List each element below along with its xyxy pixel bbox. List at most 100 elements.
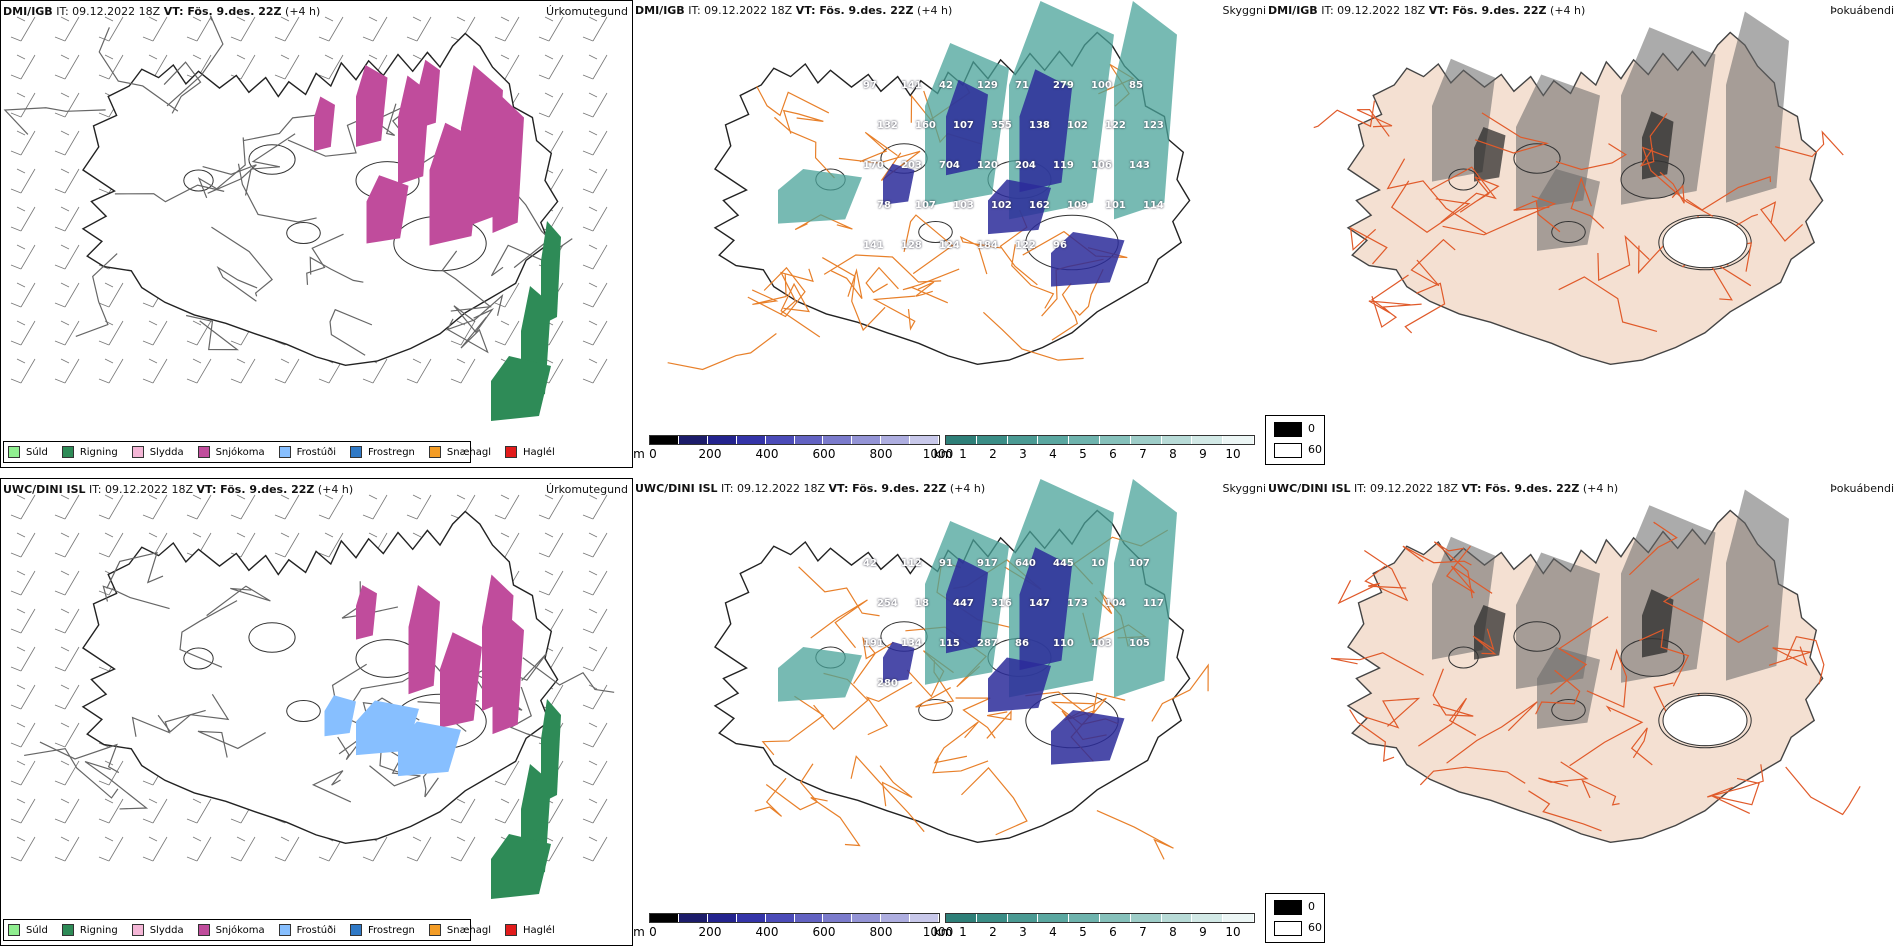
legend-label: Frostregn (368, 446, 415, 458)
legend-label: Súld (26, 924, 48, 936)
visibility-tick: 7 (1139, 925, 1147, 939)
visibility-value: 124 (939, 240, 960, 251)
vt-label: VT: Fös. 9.des. 22Z (1461, 482, 1580, 495)
visibility-value: 160 (915, 120, 936, 131)
legend-item: Rigning (61, 924, 118, 936)
visibility-value: 280 (877, 678, 898, 689)
visibility-title: Skyggni (1222, 482, 1266, 495)
model-name: DMI/IGB (3, 5, 53, 18)
height-tick: 600 (812, 447, 836, 461)
visibility-panel: UWC/DINI ISL IT: 09.12.2022 18Z VT: Fös.… (633, 478, 1266, 946)
visibility-value: 141 (863, 240, 884, 251)
height-tick: 200 (698, 447, 722, 461)
visibility-tick: 6 (1109, 925, 1117, 939)
height-tick: 1000 (922, 925, 954, 939)
visibility-value: 105 (1129, 638, 1150, 649)
panel-header: DMI/IGB IT: 09.12.2022 18Z VT: Fös. 9.de… (1268, 4, 1585, 17)
fog-key-white-label: 60 (1308, 921, 1322, 934)
legend-label: Rigning (79, 446, 118, 458)
height-tick: 400 (755, 447, 779, 461)
visibility-value: 115 (939, 638, 960, 649)
visibility-colorbar: km 1 2 3 4 5 6 7 8 9 10 (934, 435, 1255, 465)
precip-type-panel: UWC/DINI ISL IT: 09.12.2022 18Z VT: Fös.… (0, 478, 633, 946)
precip-title: Úrkomutegund (546, 483, 628, 496)
visibility-value: 85 (1129, 80, 1143, 91)
visibility-value: 254 (877, 598, 898, 609)
visibility-value: 316 (991, 598, 1012, 609)
iceland-outline (3, 15, 573, 367)
fog-key: 0 60 (1265, 893, 1325, 943)
visibility-value: 107 (953, 120, 974, 131)
visibility-tick: 5 (1079, 925, 1087, 939)
height-unit: m (633, 447, 645, 461)
it-value: 09.12.2022 18Z (105, 483, 194, 496)
legend-swatch (61, 924, 74, 936)
precip-type-panel: DMI/IGB IT: 09.12.2022 18Z VT: Fös. 9.de… (0, 0, 633, 468)
legend-item: Frostúði (278, 924, 336, 936)
it-value: 09.12.2022 18Z (737, 482, 826, 495)
visibility-value: 104 (1105, 598, 1126, 609)
visibility-tick: 10 (1225, 925, 1241, 939)
height-tick: 400 (755, 925, 779, 939)
legend-label: Snæhagl (446, 446, 492, 458)
visibility-value: 103 (1091, 638, 1112, 649)
it-value: 09.12.2022 18Z (704, 4, 793, 17)
visibility-tick: 4 (1049, 925, 1057, 939)
forecast-row: DMI/IGB IT: 09.12.2022 18Z VT: Fös. 9.de… (0, 0, 1900, 470)
visibility-value: 640 (1015, 558, 1036, 569)
height-colorbar: m 0 200 400 600 800 1000 (633, 913, 953, 943)
legend-label: Haglél (523, 446, 555, 458)
legend-item: Slydda (131, 446, 184, 458)
fog-key-white-label: 60 (1308, 443, 1322, 456)
visibility-tick: 2 (989, 447, 997, 461)
visibility-unit: km (933, 925, 953, 939)
legend-swatch (131, 446, 144, 458)
visibility-tick: 3 (1019, 925, 1027, 939)
visibility-value: 122 (1105, 120, 1126, 131)
visibility-unit: km (933, 447, 953, 461)
visibility-colorbar: km 1 2 3 4 5 6 7 8 9 10 (934, 913, 1255, 943)
visibility-tick: 5 (1079, 447, 1087, 461)
visibility-value: 129 (977, 80, 998, 91)
visibility-value: 106 (1091, 160, 1112, 171)
visibility-colorbar-strip (945, 913, 1255, 923)
lead-time: (+4 h) (917, 4, 953, 17)
visibility-tick: 1 (959, 925, 967, 939)
visibility-value: 170 (863, 160, 884, 171)
legend-item: Snjókoma (197, 924, 265, 936)
panel-header: UWC/DINI ISL IT: 09.12.2022 18Z VT: Fös.… (635, 482, 985, 495)
visibility-value: 191 (863, 638, 884, 649)
fog-index-panel: DMI/IGB IT: 09.12.2022 18Z VT: Fös. 9.de… (1266, 0, 1900, 468)
visibility-value: 107 (915, 200, 936, 211)
height-tick: 0 (649, 925, 657, 939)
it-label: IT: (89, 483, 102, 496)
visibility-value: 96 (1053, 240, 1067, 251)
it-label: IT: (56, 5, 69, 18)
iceland-outline (713, 479, 1209, 860)
visibility-tick: 4 (1049, 447, 1057, 461)
legend-swatch (197, 446, 210, 458)
model-name: UWC/DINI ISL (635, 482, 718, 495)
legend-label: Snjókoma (215, 924, 265, 936)
visibility-value: 78 (877, 200, 891, 211)
visibility-value: 279 (1053, 80, 1074, 91)
height-tick: 200 (698, 925, 722, 939)
legend-label: Slydda (149, 446, 184, 458)
visibility-value: 120 (977, 160, 998, 171)
lead-time: (+4 h) (1550, 4, 1586, 17)
it-label: IT: (1321, 4, 1334, 17)
height-colorbar-strip (649, 435, 940, 445)
fog-key-white-swatch (1274, 921, 1302, 936)
legend-item: Frostúði (278, 446, 336, 458)
visibility-value: 204 (1015, 160, 1036, 171)
visibility-tick: 8 (1169, 447, 1177, 461)
visibility-value: 128 (901, 240, 922, 251)
visibility-map (667, 1, 1191, 371)
precip-map (10, 494, 615, 899)
legend-item: Súld (8, 924, 48, 936)
fog-key: 0 60 (1265, 415, 1325, 465)
model-name: DMI/IGB (635, 4, 685, 17)
visibility-tick: 6 (1109, 447, 1117, 461)
visibility-tick: 7 (1139, 447, 1147, 461)
visibility-value: 447 (953, 598, 974, 609)
